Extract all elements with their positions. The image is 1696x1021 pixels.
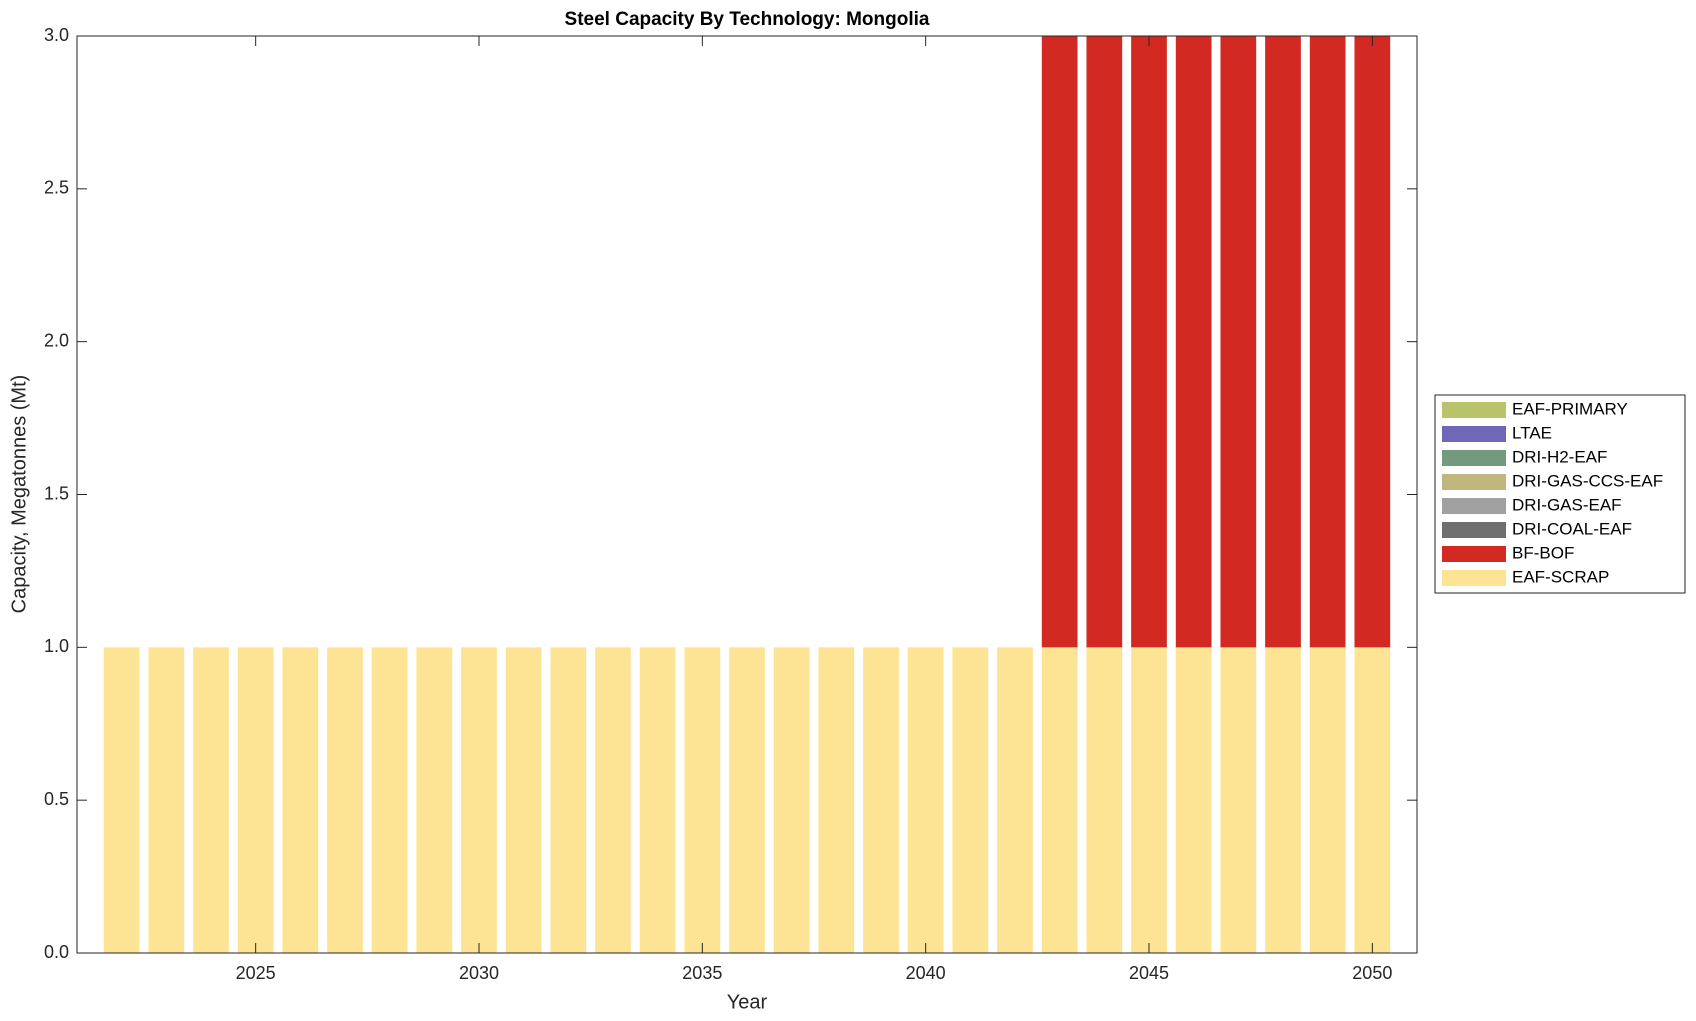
bar-segment [461,647,497,953]
bar-segment [729,647,765,953]
x-tick-label: 2045 [1129,963,1169,983]
x-tick-label: 2030 [459,963,499,983]
legend-swatch [1442,570,1506,586]
y-tick-label: 3.0 [44,25,69,45]
bar-segment [103,647,140,953]
legend-label: DRI-COAL-EAF [1512,519,1632,538]
bar-segment [952,647,989,953]
bar-segment [371,647,408,953]
bar-segment [1265,36,1301,648]
legend-label: EAF-PRIMARY [1512,399,1628,418]
bar-segment [505,647,542,953]
legend-box [1434,394,1686,594]
legend-swatch [1442,402,1506,418]
bar-segment [1041,36,1078,648]
bar-segment [863,647,899,953]
x-tick-label: 2050 [1352,963,1392,983]
x-tick-label: 2035 [682,963,722,983]
y-tick-label: 2.5 [44,178,69,198]
y-tick-label: 1.5 [44,483,69,503]
y-axis-label: Capacity, Megatonnes (Mt) [8,375,30,614]
chart-title: Steel Capacity By Technology: Mongolia [565,9,930,30]
legend-label: LTAE [1512,423,1552,442]
bar-segment [550,647,587,953]
x-tick-label: 2025 [236,963,276,983]
bar-segment [1175,647,1212,953]
x-axis-label: Year [727,991,768,1013]
bar-segment [237,647,274,953]
legend-swatch [1442,450,1506,466]
legend-swatch [1442,522,1506,538]
bar-segment [1086,647,1123,953]
legend-label: DRI-H2-EAF [1512,447,1607,466]
legend-swatch [1442,498,1506,514]
y-tick-label: 0.0 [44,942,69,962]
legend-label: DRI-GAS-EAF [1512,495,1622,514]
bar-segment [416,647,453,953]
legend-swatch [1442,426,1506,442]
bar-segment [639,647,676,953]
legend-label: EAF-SCRAP [1512,567,1609,586]
bar-segment [907,647,944,953]
bar-segment [1354,647,1391,953]
bar-segment [193,647,229,953]
bar-segment [1354,36,1391,648]
bar-segment [282,647,319,953]
bar-segment [1086,36,1123,648]
bar-segment [1175,36,1212,648]
y-tick-label: 2.0 [44,330,69,350]
bar-segment [1131,36,1167,648]
bar-segment [1041,647,1078,953]
bar-segment [1309,36,1346,648]
bar-segment [595,647,631,953]
legend-label: BF-BOF [1512,543,1574,562]
bar-segment [1131,647,1167,953]
legend-swatch [1442,546,1506,562]
x-tick-label: 2040 [906,963,946,983]
bar-segment [684,647,721,953]
bar-segment [997,647,1033,953]
y-tick-label: 1.0 [44,636,69,656]
bar-segment [773,647,810,953]
y-tick-label: 0.5 [44,789,69,809]
bar-segment [1220,647,1257,953]
legend-label: DRI-GAS-CCS-EAF [1512,471,1663,490]
legend-swatch [1442,474,1506,490]
bar-segment [1220,36,1257,648]
bar-segment [148,647,185,953]
bar-segment [1265,647,1301,953]
bar-segment [1309,647,1346,953]
bar-segment [818,647,855,953]
bar-segment [327,647,363,953]
